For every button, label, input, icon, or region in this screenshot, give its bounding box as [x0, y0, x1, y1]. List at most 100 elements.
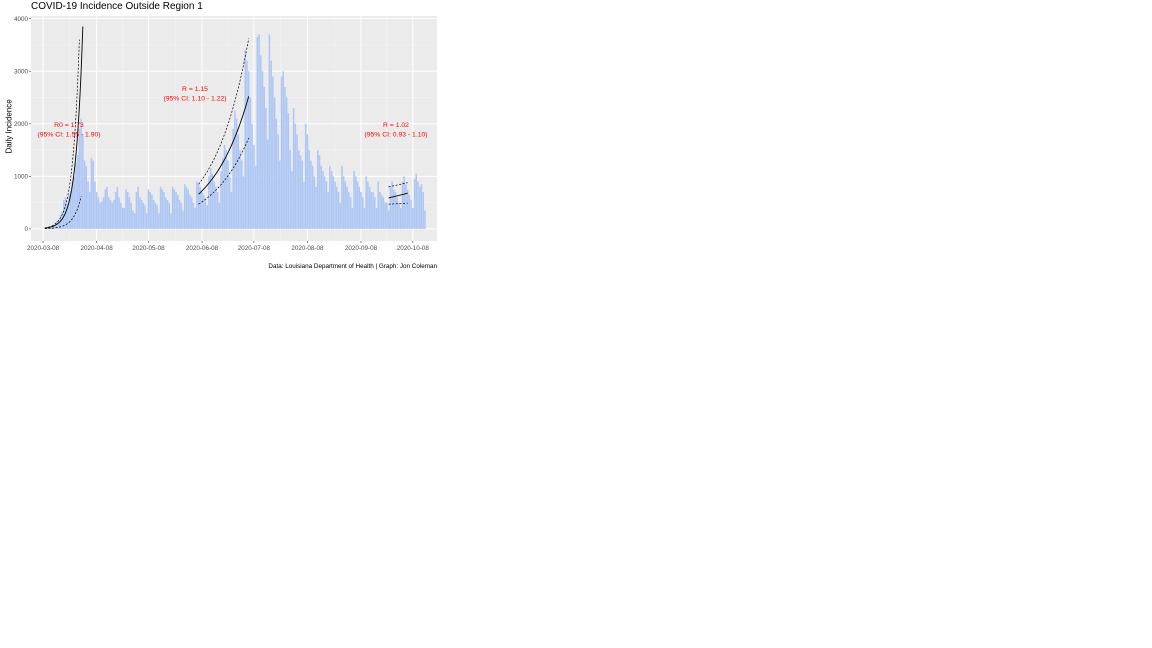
- incidence-bar: [247, 71, 250, 229]
- incidence-bar: [239, 150, 241, 229]
- incidence-bar: [196, 181, 198, 229]
- incidence-bar: [85, 165, 88, 229]
- incidence-bar: [220, 171, 222, 229]
- incidence-bar: [401, 181, 404, 229]
- incidence-bar: [253, 144, 255, 229]
- incidence-bar: [204, 199, 207, 229]
- incidence-bar: [76, 155, 79, 229]
- incidence-bar: [163, 192, 165, 229]
- incidence-bar: [306, 134, 309, 229]
- incidence-bar: [337, 192, 340, 229]
- incidence-bar: [66, 203, 69, 229]
- incidence-bar: [151, 194, 153, 229]
- incidence-bar: [394, 192, 397, 229]
- incidence-bar: [94, 181, 96, 229]
- x-tick-label: 2020-04-08: [81, 245, 114, 252]
- incidence-bar: [251, 123, 253, 229]
- y-tick-label: 4000: [14, 16, 29, 23]
- incidence-bar: [208, 176, 210, 229]
- y-tick-label: 0: [24, 226, 28, 233]
- incidence-bar: [216, 192, 219, 229]
- incidence-bar: [61, 211, 63, 229]
- ci-upper-curve: [198, 38, 250, 185]
- incidence-bar: [301, 160, 304, 229]
- incidence-bar: [242, 176, 245, 229]
- ci-lower-curve: [388, 202, 408, 205]
- incidence-bar: [358, 186, 361, 229]
- incidence-bar: [237, 134, 240, 229]
- fit-curves: [44, 26, 408, 229]
- incidence-bar: [92, 160, 94, 229]
- incidence-bar: [346, 186, 348, 229]
- incidence-bar: [194, 207, 196, 229]
- incidence-bar: [365, 176, 367, 229]
- incidence-bar: [377, 181, 380, 229]
- incidence-bar: [342, 176, 345, 229]
- incidence-bar: [246, 60, 248, 229]
- incidence-bar: [313, 176, 316, 229]
- incidence-bar: [161, 189, 164, 229]
- incidence-bar: [147, 189, 150, 229]
- incidence-bar: [116, 186, 119, 229]
- incidence-bar: [389, 186, 392, 229]
- incidence-bar: [235, 118, 238, 229]
- x-tick-label: 2020-07-08: [238, 245, 271, 252]
- ci-lower-curve: [198, 137, 250, 205]
- incidence-bar: [408, 194, 411, 229]
- incidence-bar: [145, 213, 148, 229]
- incidence-bar: [330, 171, 333, 229]
- incidence-bar: [403, 176, 405, 229]
- incidence-bar: [420, 184, 423, 229]
- incidence-bar: [126, 192, 129, 229]
- incidence-bar: [228, 176, 231, 229]
- incidence-bar: [97, 197, 100, 229]
- incidence-bar: [380, 194, 383, 229]
- incidence-bar: [265, 107, 267, 229]
- incidence-bar: [88, 192, 91, 229]
- incidence-bar: [158, 213, 160, 229]
- axes: 0 1000 2000 3000 4000 2020-03-08 2020-04-08 202…: [14, 16, 429, 252]
- incidence-bar: [215, 186, 217, 229]
- incidence-bar: [382, 197, 385, 229]
- incidence-bar: [417, 181, 419, 229]
- incidence-bar: [284, 86, 286, 229]
- incidence-bar: [175, 192, 177, 229]
- incidence-bar: [356, 181, 359, 229]
- ci-upper-curve: [44, 39, 80, 229]
- incidence-bar: [156, 205, 158, 229]
- incidence-bar: [368, 186, 371, 229]
- incidence-bar: [367, 181, 369, 229]
- incidence-bar: [197, 184, 200, 229]
- incidence-bar: [183, 184, 186, 229]
- incidence-bar: [68, 194, 70, 229]
- fit-curve: [388, 192, 408, 199]
- incidence-bar: [329, 165, 331, 229]
- incidence-bar: [90, 157, 93, 229]
- incidence-bar: [396, 197, 399, 229]
- incidence-bar: [185, 186, 188, 229]
- incidence-bar: [413, 178, 416, 229]
- incidence-bar: [296, 134, 298, 229]
- incidence-bar: [399, 207, 402, 229]
- incidence-bar: [225, 150, 228, 229]
- y-tick-label: 2000: [14, 121, 29, 128]
- incidence-bar: [135, 192, 138, 229]
- incidence-bar: [304, 123, 307, 229]
- incidence-bar: [102, 197, 105, 229]
- incidence-bar: [202, 194, 205, 229]
- incidence-bar: [221, 157, 224, 229]
- incidence-bar: [272, 76, 274, 229]
- incidence-bar: [152, 199, 155, 229]
- incidence-bar: [375, 207, 378, 229]
- incidence-bar: [144, 205, 146, 229]
- incidence-bar: [303, 181, 305, 229]
- x-tick-label: 2020-09-08: [345, 245, 378, 252]
- incidence-bar: [227, 160, 229, 229]
- incidence-bar: [353, 171, 355, 229]
- x-tick-label: 2020-08-08: [291, 245, 324, 252]
- incidence-bar: [95, 192, 98, 229]
- incidence-bar: [49, 226, 51, 229]
- x-tick-label: 2020-06-08: [186, 245, 219, 252]
- incidence-bar: [101, 201, 103, 229]
- incidence-bar: [406, 189, 409, 229]
